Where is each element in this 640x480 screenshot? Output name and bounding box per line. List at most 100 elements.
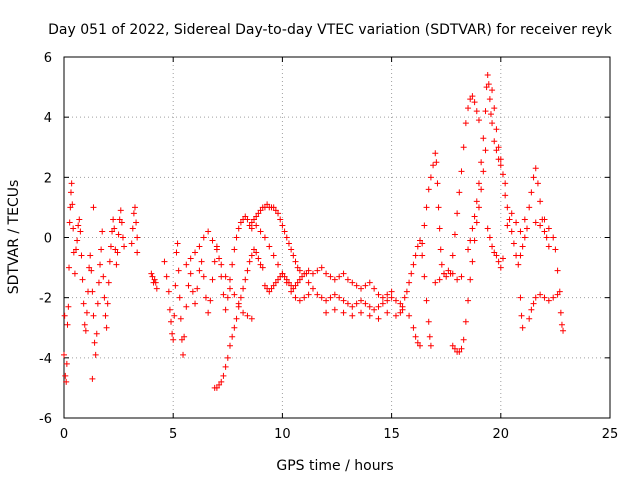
data-point <box>290 285 297 292</box>
data-point <box>110 216 117 223</box>
data-point <box>270 282 277 289</box>
data-point <box>541 216 548 223</box>
data-point <box>323 270 330 277</box>
data-point <box>560 327 567 334</box>
data-point <box>437 246 444 253</box>
data-point <box>489 87 496 94</box>
data-point <box>261 282 268 289</box>
data-point <box>537 291 544 298</box>
data-point <box>237 219 244 226</box>
data-point <box>458 345 465 352</box>
data-point <box>107 243 114 250</box>
data-point <box>255 210 262 217</box>
data-point <box>436 276 443 283</box>
data-point <box>484 72 491 79</box>
data-point <box>61 351 67 358</box>
data-point <box>482 147 489 154</box>
data-point <box>90 312 97 319</box>
data-point <box>105 279 112 286</box>
data-point <box>340 297 347 304</box>
data-point <box>397 300 404 307</box>
data-point <box>209 237 216 244</box>
data-point <box>119 234 126 241</box>
data-point <box>478 186 485 193</box>
data-point <box>198 258 205 265</box>
data-point <box>554 267 561 274</box>
data-point <box>493 126 500 133</box>
data-point <box>456 348 463 355</box>
data-point <box>489 243 496 250</box>
data-point <box>432 279 439 286</box>
data-point <box>65 303 72 310</box>
data-point <box>153 285 160 292</box>
data-point <box>379 294 386 301</box>
data-point <box>81 321 88 328</box>
data-point <box>292 258 299 265</box>
data-point <box>412 252 419 259</box>
data-point <box>168 318 175 325</box>
data-point <box>244 312 251 319</box>
data-point <box>305 267 312 274</box>
data-point <box>484 225 491 232</box>
data-point <box>471 213 478 220</box>
data-point <box>270 204 277 211</box>
data-point <box>253 213 260 220</box>
data-point <box>366 303 373 310</box>
data-point <box>257 228 264 235</box>
y-tick-label: 2 <box>44 171 52 186</box>
data-point <box>416 342 423 349</box>
data-point <box>275 276 282 283</box>
data-point <box>185 282 192 289</box>
x-tick-label: 20 <box>493 427 510 442</box>
data-point <box>309 285 316 292</box>
data-point <box>358 297 365 304</box>
data-point <box>556 288 563 295</box>
data-point <box>491 105 498 112</box>
data-point <box>222 306 229 313</box>
data-point <box>270 252 277 259</box>
data-point <box>152 279 159 286</box>
data-point <box>117 207 124 214</box>
data-point <box>545 243 552 250</box>
data-point <box>518 312 525 319</box>
data-point <box>99 228 106 235</box>
data-point <box>349 279 356 286</box>
data-point <box>426 333 433 340</box>
data-point <box>87 252 94 259</box>
data-point <box>550 294 557 301</box>
data-point <box>375 291 382 298</box>
y-tick-label: -6 <box>39 412 52 427</box>
data-point <box>521 216 528 223</box>
data-point <box>70 249 77 256</box>
data-point <box>314 291 321 298</box>
data-point <box>98 246 105 253</box>
data-point <box>438 261 445 268</box>
data-point <box>166 306 173 313</box>
data-point <box>502 180 509 187</box>
data-point <box>495 258 502 265</box>
x-tick-label: 15 <box>383 427 400 442</box>
data-point <box>358 285 365 292</box>
data-point <box>513 219 520 226</box>
data-point <box>118 219 125 226</box>
data-point <box>73 246 80 253</box>
data-point <box>375 315 382 322</box>
y-tick-label: -4 <box>39 352 52 367</box>
data-point <box>281 273 288 280</box>
data-point <box>465 297 472 304</box>
data-point <box>412 333 419 340</box>
data-point <box>114 249 121 256</box>
data-point <box>91 339 98 346</box>
data-point <box>301 294 308 301</box>
data-point <box>519 243 526 250</box>
data-point <box>557 309 564 316</box>
data-point <box>226 276 233 283</box>
data-point <box>213 246 220 253</box>
data-point <box>285 240 292 247</box>
data-point <box>545 297 552 304</box>
data-point <box>246 258 253 265</box>
data-point <box>102 312 109 319</box>
data-point <box>253 222 260 229</box>
data-point <box>67 189 74 196</box>
